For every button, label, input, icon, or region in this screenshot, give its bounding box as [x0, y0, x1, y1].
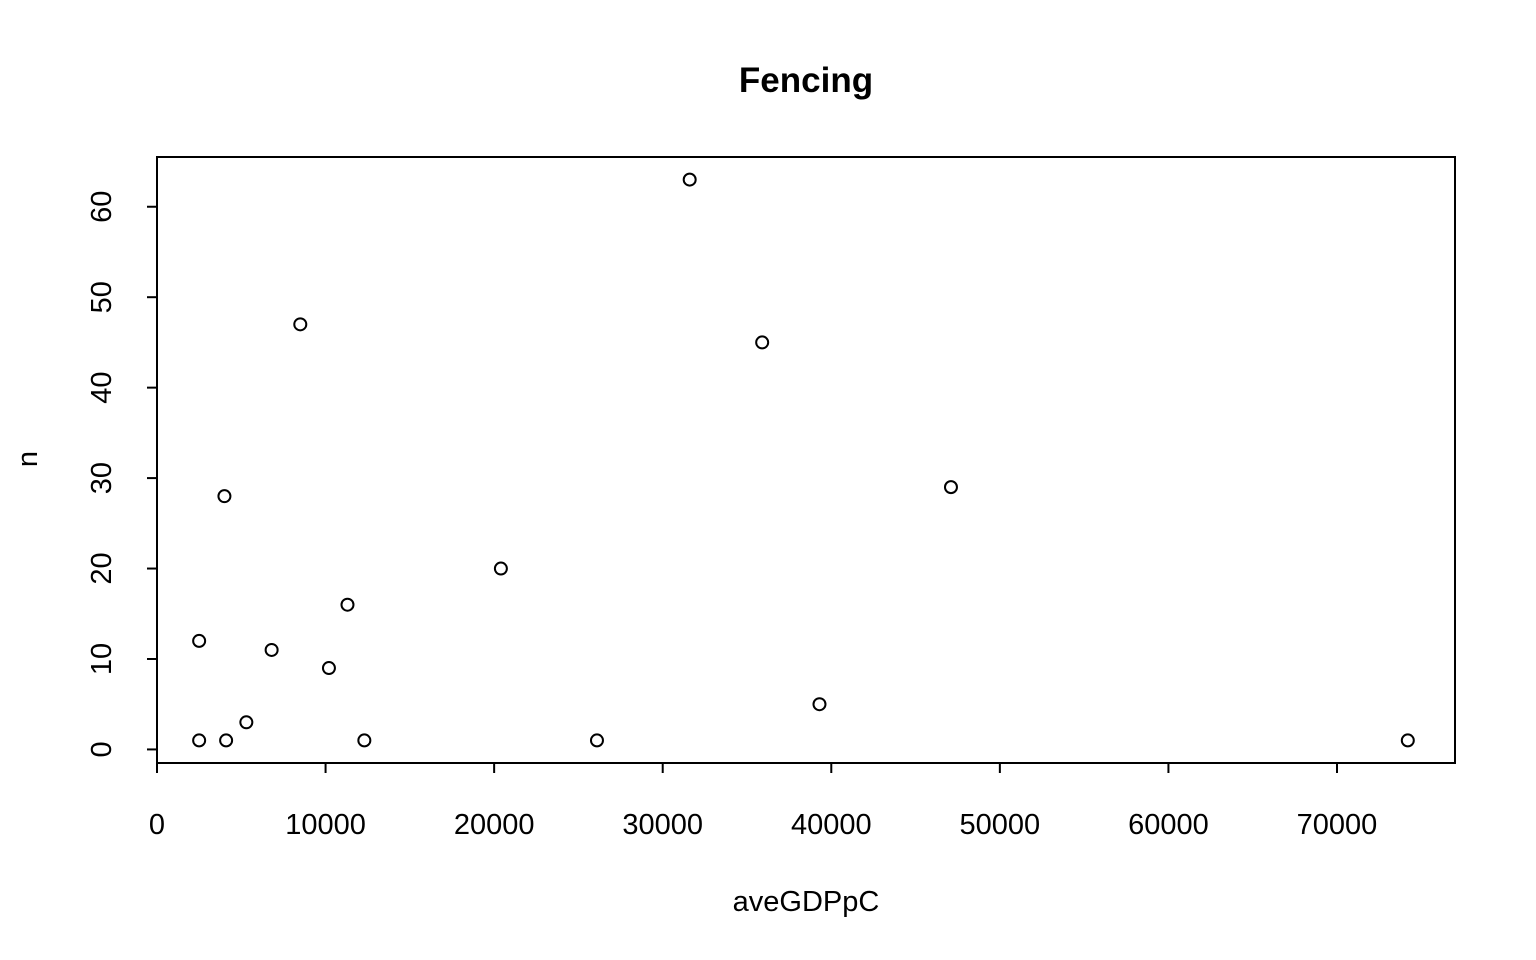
y-axis-title: n [12, 451, 44, 467]
x-tick-label: 70000 [1297, 809, 1378, 841]
y-tick-label: 60 [86, 191, 118, 223]
x-axis-title: aveGDPpC [733, 886, 880, 918]
data-point [217, 489, 232, 504]
y-tick-label: 20 [86, 552, 118, 584]
y-axis: 0 10 20 30 40 50 60 [86, 191, 158, 758]
data-point [812, 697, 827, 712]
y-tick-label: 50 [86, 281, 118, 313]
data-point [219, 733, 234, 748]
data-point [192, 633, 207, 648]
x-tick-label: 0 [149, 809, 165, 841]
data-point [321, 661, 336, 676]
y-tick-label: 30 [86, 462, 118, 494]
data-point [340, 597, 355, 612]
x-tick-label: 50000 [960, 809, 1041, 841]
data-point [589, 733, 604, 748]
data-point [493, 561, 508, 576]
data-point [1400, 733, 1415, 748]
data-point [755, 335, 770, 350]
data-point [239, 715, 254, 730]
x-tick-label: 40000 [791, 809, 872, 841]
x-axis: 0 10000 20000 30000 40000 50000 60000 70000 [149, 762, 1378, 841]
x-tick-label: 20000 [454, 809, 535, 841]
data-point [192, 733, 207, 748]
y-tick-label: 0 [86, 741, 118, 757]
x-tick-label: 10000 [285, 809, 366, 841]
x-tick-label: 60000 [1128, 809, 1209, 841]
data-point [264, 642, 279, 657]
data-points [192, 172, 1415, 748]
chart-title: Fencing [739, 61, 873, 100]
data-point [357, 733, 372, 748]
data-point [293, 317, 308, 332]
y-tick-label: 10 [86, 643, 118, 675]
data-point [943, 480, 958, 495]
data-point [682, 172, 697, 187]
x-tick-label: 30000 [622, 809, 703, 841]
y-tick-label: 40 [86, 372, 118, 404]
